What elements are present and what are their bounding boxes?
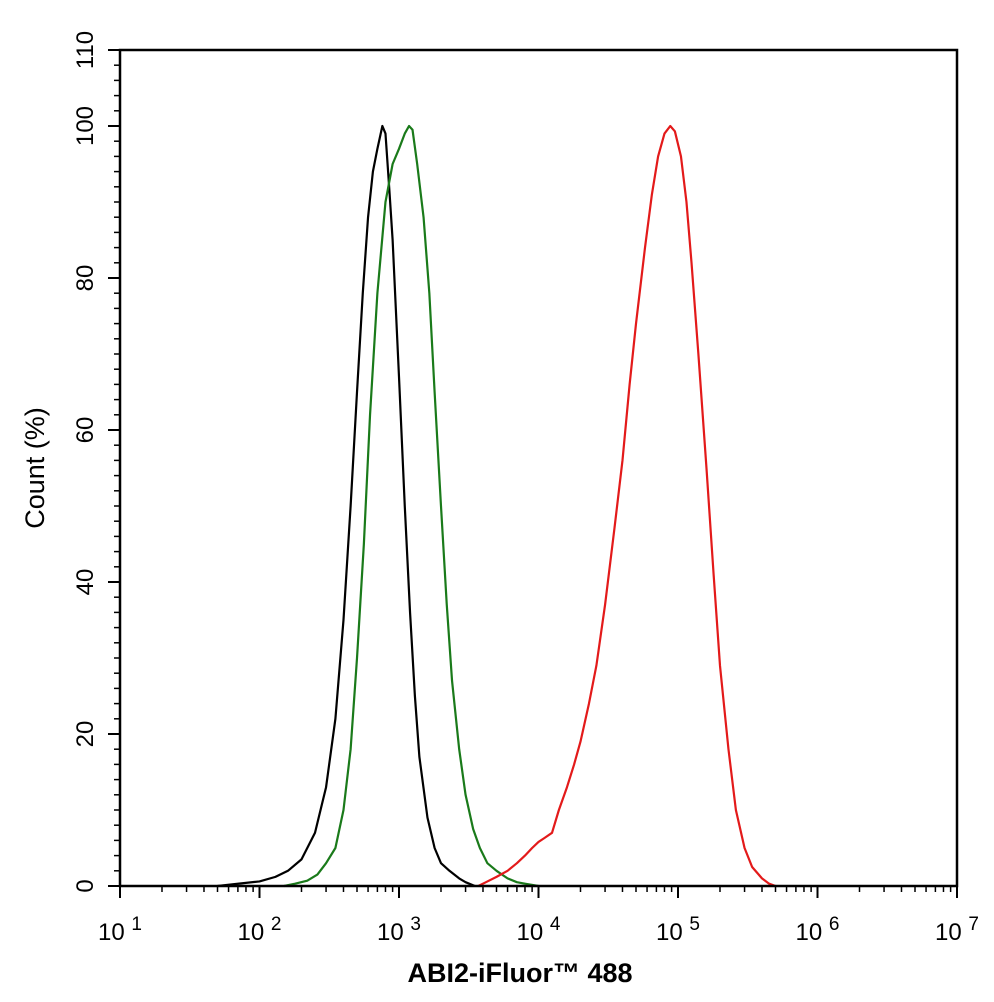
x-tick-label: 10 3 <box>377 914 421 946</box>
series-layer <box>217 124 776 888</box>
x-tick-label: 10 7 <box>935 914 979 946</box>
y-tick-label: 20 <box>72 721 99 748</box>
y-tick-label: 40 <box>72 569 99 596</box>
y-tick-label: 110 <box>72 31 99 69</box>
x-tick-label: 10 6 <box>796 914 840 946</box>
x-tick-label: 10 1 <box>98 914 142 946</box>
x-tick-label: 10 5 <box>656 914 700 946</box>
y-tick-label: 100 <box>72 106 99 146</box>
y-tick-label: 80 <box>72 265 99 292</box>
tick-layer <box>108 49 958 898</box>
x-tick-label: 10 4 <box>517 914 561 946</box>
x-axis-title: ABI2-iFluor™ 488 <box>407 958 632 988</box>
y-tick-label: 0 <box>72 879 99 892</box>
series-line-3 <box>477 124 776 888</box>
series-line-2 <box>283 124 539 888</box>
plot-frame <box>118 48 959 888</box>
series-line-1 <box>217 124 476 888</box>
y-axis-title: Count (%) <box>20 407 50 529</box>
label-layer: 10 1 10 2 10 3 10 4 10 5 10 6 10 7 0 20 40 60 80 100… <box>72 31 979 946</box>
y-tick-label: 60 <box>72 417 99 444</box>
x-tick-label: 10 2 <box>238 914 282 946</box>
